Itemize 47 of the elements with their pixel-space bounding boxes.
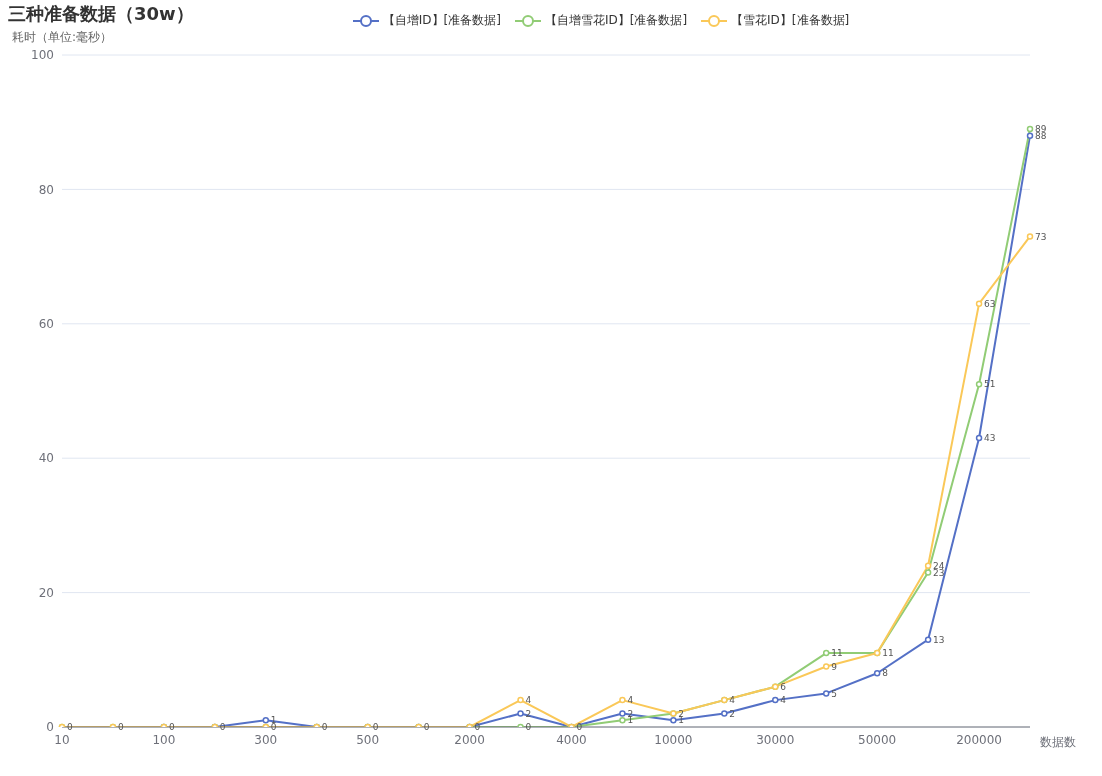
x-tick-label: 4000 bbox=[556, 732, 587, 747]
legend-label: 【自增雪花ID】[准备数据] bbox=[544, 12, 688, 29]
chart-title: 三种准备数据（30w） bbox=[8, 2, 195, 26]
data-label: 0 bbox=[67, 722, 73, 733]
x-axis-title: 数据数 bbox=[1040, 735, 1076, 750]
data-label: 8 bbox=[882, 668, 889, 679]
data-label: 0 bbox=[423, 722, 430, 733]
y-axis-title: 耗时（单位:毫秒） bbox=[12, 29, 114, 46]
data-label: 0 bbox=[321, 722, 328, 733]
data-label: 2 bbox=[525, 708, 532, 719]
y-tick-label: 60 bbox=[38, 317, 54, 332]
y-tick-label: 0 bbox=[46, 720, 54, 735]
legend-label: 【雪花ID】[准备数据] bbox=[731, 12, 850, 29]
data-label: 6 bbox=[780, 681, 787, 692]
x-tick-label: 2000 bbox=[454, 732, 485, 747]
data-label: 5 bbox=[831, 688, 837, 699]
data-label: 0 bbox=[270, 722, 277, 733]
x-tick-label: 30000 bbox=[756, 732, 795, 747]
x-tick-label: 50000 bbox=[858, 732, 897, 747]
data-label: 9 bbox=[831, 661, 838, 672]
data-label: 2 bbox=[729, 708, 736, 719]
data-label: 0 bbox=[117, 722, 124, 733]
x-tick-label: 300 bbox=[254, 732, 278, 747]
x-tick-label: 500 bbox=[356, 732, 380, 747]
data-label: 0 bbox=[372, 722, 379, 733]
data-label: 0 bbox=[474, 722, 481, 733]
data-label: 4 bbox=[525, 695, 532, 706]
data-label: 13 bbox=[933, 634, 945, 645]
data-label: 63 bbox=[984, 298, 996, 309]
y-tick-label: 20 bbox=[38, 585, 54, 600]
data-label: 0 bbox=[525, 722, 532, 733]
y-tick-label: 80 bbox=[38, 182, 54, 197]
legend-label: 【自增ID】[准备数据] bbox=[382, 12, 501, 29]
data-label: 0 bbox=[219, 722, 226, 733]
x-tick-label: 10000 bbox=[654, 732, 693, 747]
data-label: 43 bbox=[984, 433, 996, 444]
y-tick-label: 40 bbox=[38, 451, 54, 466]
data-label: 11 bbox=[882, 648, 894, 659]
data-label: 0 bbox=[576, 722, 583, 733]
data-label: 4 bbox=[627, 695, 634, 706]
data-label: 2 bbox=[678, 708, 685, 719]
y-tick-label: 100 bbox=[31, 48, 54, 63]
x-tick-label: 200000 bbox=[956, 732, 1002, 747]
data-label: 0 bbox=[168, 722, 175, 733]
data-label: 73 bbox=[1035, 231, 1047, 242]
x-tick-label: 100 bbox=[152, 732, 176, 747]
x-tick-label: 10 bbox=[54, 732, 70, 747]
